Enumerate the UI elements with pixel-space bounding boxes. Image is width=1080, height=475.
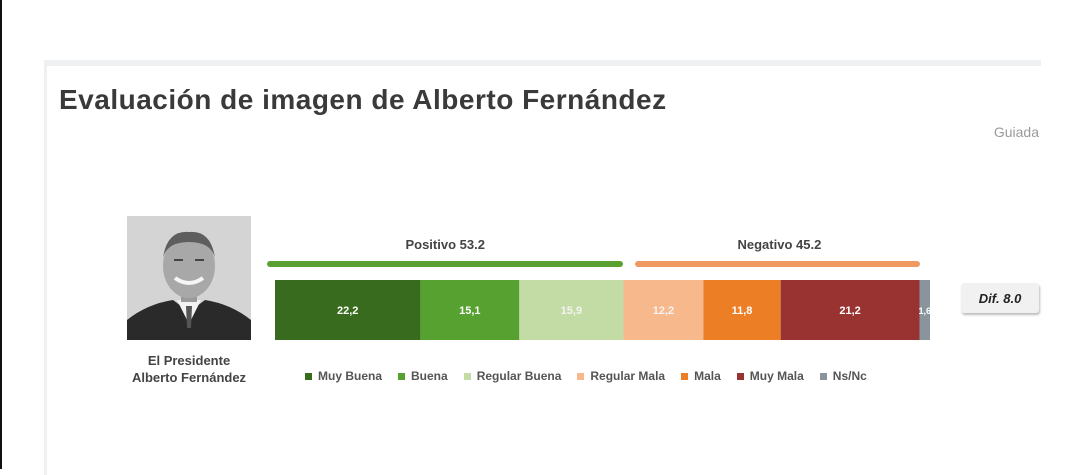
bar-segment-regular-buena bbox=[519, 280, 624, 340]
legend-swatch-regular-mala bbox=[577, 372, 585, 380]
legend-swatch-muy-mala bbox=[736, 372, 744, 380]
positive-group-label: Positivo 53.2 bbox=[405, 237, 485, 252]
legend-item-regular-buena: Regular Buena bbox=[463, 369, 562, 383]
legend-item-muy-mala: Muy Mala bbox=[736, 369, 804, 383]
legend-label-regular-mala: Regular Mala bbox=[590, 369, 666, 383]
legend-item-regular-mala: Regular Mala bbox=[577, 369, 665, 383]
bar-segment-muy-mala bbox=[780, 280, 920, 340]
category-label-line-2: Alberto Fernández bbox=[131, 370, 247, 385]
positive-group-line bbox=[267, 261, 624, 267]
data-label-regular-buena: 15,9 bbox=[561, 305, 582, 317]
legend-swatch-mala bbox=[681, 372, 689, 380]
negative-group-label: Negativo 45.2 bbox=[737, 237, 822, 252]
data-label-mala: 11,8 bbox=[732, 305, 753, 317]
chart-subtitle: Guiada bbox=[993, 124, 1039, 140]
legend-item-ns-nc: Ns/Nc bbox=[819, 369, 867, 383]
stacked-bar-chart: 22,2 15,1 15,9 12,2 11,8 21,2 1,6 bbox=[275, 280, 932, 340]
chart-card: Evaluación de imagen de Alberto Fernánde… bbox=[44, 60, 1041, 475]
president-photo bbox=[127, 216, 251, 340]
chart-title: Evaluación de imagen de Alberto Fernánde… bbox=[59, 84, 667, 115]
legend-swatch-regular-buena bbox=[463, 372, 471, 380]
left-edge-border bbox=[0, 0, 2, 469]
bar-segment-ns-nc bbox=[919, 280, 930, 340]
bar-segment-regular-mala bbox=[623, 280, 704, 340]
category-label: El Presidente Alberto Fernández bbox=[107, 352, 271, 386]
bar-segment-muy-buena bbox=[275, 280, 421, 340]
legend-label-mala: Mala bbox=[694, 369, 721, 383]
legend-label-muy-buena: Muy Buena bbox=[318, 369, 383, 383]
difference-annotation: Dif. 8.0 bbox=[961, 283, 1039, 313]
legend-label-buena: Buena bbox=[411, 369, 448, 383]
bar-segment-mala bbox=[703, 280, 781, 340]
legend-item-buena: Buena bbox=[398, 369, 448, 383]
legend-item-muy-buena: Muy Buena bbox=[305, 369, 382, 383]
legend-label-ns-nc: Ns/Nc bbox=[832, 369, 867, 383]
data-label-muy-mala: 21,2 bbox=[839, 305, 860, 317]
legend-swatch-muy-buena bbox=[305, 372, 312, 380]
chart-legend: Muy Buena Buena Regular Buena Regular Mala M… bbox=[305, 366, 945, 386]
legend-label-muy-mala: Muy Mala bbox=[749, 369, 804, 383]
data-label-buena: 15,1 bbox=[459, 305, 480, 317]
legend-label-regular-buena: Regular Buena bbox=[476, 369, 562, 383]
legend-swatch-buena bbox=[398, 372, 406, 380]
negative-group-line bbox=[635, 261, 920, 267]
category-label-line-1: El Presidente bbox=[147, 353, 231, 368]
bar-segment-buena bbox=[420, 280, 520, 340]
legend-item-mala: Mala bbox=[681, 369, 721, 383]
legend-swatch-ns-nc bbox=[819, 372, 827, 380]
data-label-regular-mala: 12,2 bbox=[653, 305, 674, 317]
data-label-ns-nc: 1,6 bbox=[919, 306, 932, 316]
data-label-muy-buena: 22,2 bbox=[337, 305, 358, 317]
